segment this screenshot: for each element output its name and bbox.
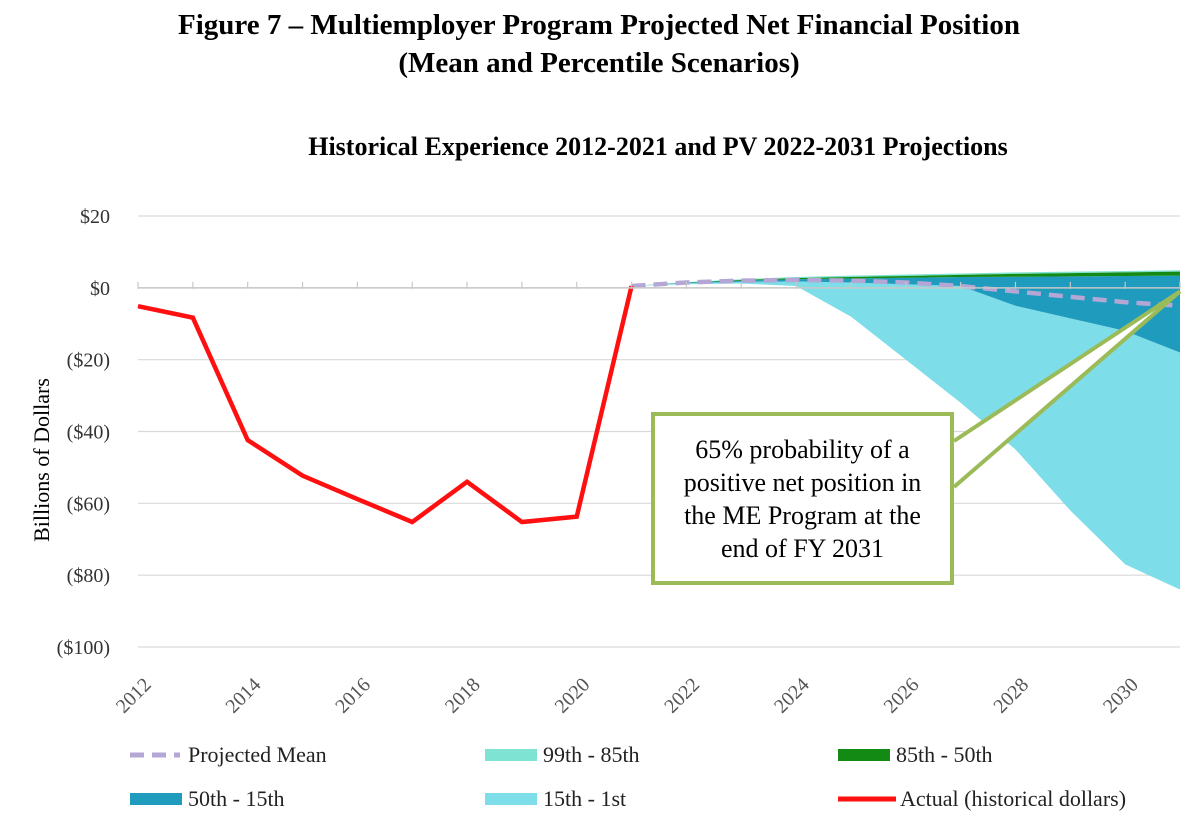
x-tick-label: 2024 — [770, 674, 814, 718]
chart-subtitle: Historical Experience 2012-2021 and PV 2… — [308, 132, 1008, 161]
x-tick-label: 2016 — [331, 674, 375, 718]
y-tick-label: ($100) — [57, 637, 110, 659]
x-tick-label: 2030 — [1099, 674, 1143, 718]
figure-title: Figure 7 – Multiemployer Program Project… — [0, 6, 1198, 82]
legend-label: 50th - 15th — [188, 786, 285, 811]
band-50th-15th — [631, 275, 1180, 353]
legend-label: Actual (historical dollars) — [900, 786, 1126, 811]
y-axis-label: Billions of Dollars — [29, 378, 54, 542]
band-85th-50th — [631, 271, 1180, 287]
gridlines: $20 $0 ($20) ($40) ($60) ($80) ($100) — [57, 206, 1180, 659]
callout-pointer-line — [952, 289, 1182, 443]
y-tick-label: ($80) — [67, 565, 110, 587]
y-tick-label: $20 — [80, 206, 110, 228]
legend-label: Projected Mean — [188, 742, 327, 767]
legend-label: 85th - 50th — [896, 742, 993, 767]
x-tick-label: 2020 — [551, 674, 595, 718]
band-15th-1st — [631, 281, 1180, 590]
callout-pointer — [952, 289, 1182, 489]
y-tick-label: $0 — [90, 278, 110, 300]
legend-swatch — [130, 793, 182, 805]
callout-pointer-line — [952, 289, 1182, 489]
legend-label: 99th - 85th — [543, 742, 640, 767]
figure-title-line-1: Figure 7 – Multiemployer Program Project… — [178, 9, 1020, 41]
x-tick-label: 2022 — [660, 674, 704, 718]
actual-line — [137, 285, 634, 525]
x-tick-label: 2012 — [112, 674, 156, 718]
legend-swatch — [838, 749, 890, 761]
y-tick-label: ($40) — [67, 422, 110, 444]
legend-swatch — [485, 793, 537, 805]
x-tick-label: 2018 — [441, 674, 485, 718]
y-tick-label: ($20) — [67, 350, 110, 372]
percentile-bands — [631, 270, 1180, 590]
legend: Projected Mean 99th - 85th 85th - 50th 50th… — [130, 742, 1126, 811]
legend-swatch — [485, 749, 537, 761]
x-tick-label: 2026 — [880, 674, 924, 718]
figure-title-line-2: (Mean and Percentile Scenarios) — [398, 47, 800, 79]
annotation-text: 65% probability of a positive net positi… — [683, 434, 922, 563]
annotation-callout: 65% probability of a positive net positi… — [651, 412, 954, 585]
legend-label: 15th - 1st — [543, 786, 626, 811]
x-tick-label: 2014 — [222, 674, 266, 718]
band-99th-85th — [631, 270, 1180, 287]
x-tick-label: 2028 — [989, 674, 1033, 718]
y-tick-label: ($60) — [67, 493, 110, 515]
